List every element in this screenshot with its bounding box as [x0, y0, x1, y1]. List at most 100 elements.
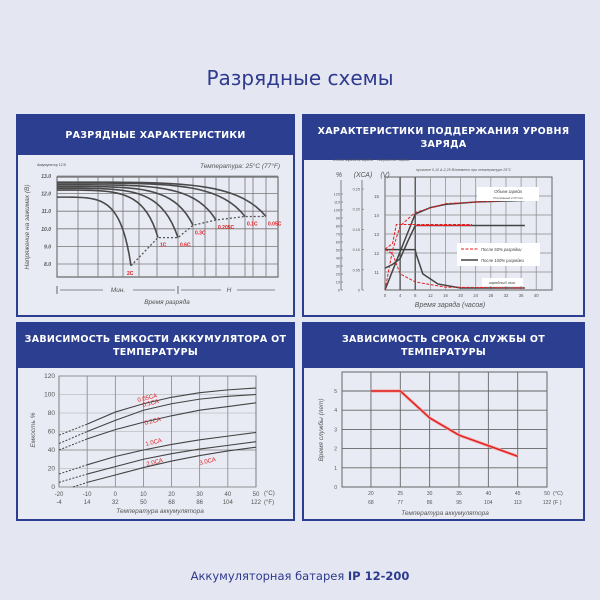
x-tick-label: 8 — [414, 293, 417, 298]
unit-fahrenheit: (F ) — [553, 500, 562, 506]
panel-capacity-temp: ЗАВИСИМОСТЬ ЕМКОСТИ АККУМУЛЯТОРА ОТ ТЕМП… — [16, 322, 295, 521]
y-tick-label: 120 — [44, 373, 55, 380]
x-tick-fahrenheit: 77 — [398, 500, 404, 506]
discharge-curve-1C — [56, 189, 159, 238]
unit-celsius: (°C) — [553, 491, 563, 497]
x-tick-celsius: 0 — [114, 492, 118, 498]
current-tick-label: 0.15 — [353, 228, 360, 232]
panel-title: ЗАВИСИМОСТЬ СРОКА СЛУЖБЫ ОТ ТЕМПЕРАТУРЫ — [304, 324, 583, 368]
x-tick-fahrenheit: -4 — [56, 500, 62, 506]
x-tick-fahrenheit: 104 — [484, 500, 493, 506]
series-label: 0.1CA — [142, 399, 160, 409]
x-tick-label: 36 — [519, 293, 524, 298]
current-tick-label: 0.10 — [353, 248, 360, 252]
y-tick-label: 1 — [334, 466, 337, 472]
x-tick-celsius: 50 — [544, 491, 550, 497]
x-tick-fahrenheit: 68 — [368, 500, 374, 506]
curve-label: 0.6C — [180, 243, 191, 249]
curve-label: 0.05C — [268, 221, 282, 227]
y-tick-label: 11.0 — [42, 209, 52, 215]
discharge-curve-0.6C — [56, 187, 179, 238]
voltage-tick-label: 14 — [374, 213, 380, 218]
x-tick-fahrenheit: 95 — [456, 500, 462, 506]
x-tick-celsius: 35 — [456, 491, 462, 497]
x-tick-celsius: 20 — [368, 491, 374, 497]
discharge-curve-0.205C — [56, 184, 217, 221]
percent-tick-label: 30 — [336, 265, 340, 269]
discharge-curve-0.1C — [56, 182, 246, 218]
x-tick-fahrenheit: 14 — [84, 500, 91, 506]
unit-celsius: (°C) — [264, 491, 275, 497]
x-tick-label: 32 — [504, 293, 509, 298]
axis-header-voltage: Напряжение заряда — [377, 158, 410, 162]
percent-tick-label: 10 — [336, 281, 340, 285]
percent-tick-label: 80 — [336, 225, 340, 229]
percent-tick-label: 120 — [334, 193, 340, 197]
series-line-dashed — [58, 423, 88, 436]
series-label: 1.0CA — [145, 438, 163, 448]
footer-prefix: Аккумуляторная батарея — [190, 569, 348, 583]
x-tick-fahrenheit: 86 — [196, 500, 203, 506]
x-segment-min: Мин. — [111, 287, 126, 294]
panel-title: ЗАВИСИМОСТЬ ЕМКОСТИ АККУМУЛЯТОРА ОТ ТЕМП… — [18, 324, 293, 368]
x-axis-label: Температура аккумулятора — [116, 508, 204, 515]
curve-label: 0.1C — [247, 221, 258, 227]
percent-tick-label: 110 — [334, 201, 340, 205]
plot-area — [384, 176, 553, 291]
y-tick-label: 4 — [334, 408, 337, 414]
x-tick-label: 0 — [384, 293, 387, 298]
x-tick-label: 24 — [473, 293, 478, 298]
footer-model: IP 12-200 — [347, 569, 410, 583]
series-label: 0.2CA — [144, 417, 162, 427]
x-tick-fahrenheit: 86 — [427, 500, 433, 506]
y-tick-label: 80 — [48, 410, 56, 417]
axis-header-volume: Объем заряда — [333, 158, 356, 162]
percent-tick-label: 20 — [336, 273, 340, 277]
discharge-curve-0.05C — [56, 181, 267, 218]
curve-label: 2C — [127, 271, 134, 277]
y-tick-label: 9.0 — [44, 244, 51, 250]
x-tick-celsius: 50 — [253, 492, 260, 498]
x-tick-label: 40 — [534, 293, 539, 298]
x-tick-label: 28 — [489, 293, 494, 298]
voltage-tick-label: 13 — [374, 232, 380, 237]
series-volume — [384, 199, 525, 291]
curve-label: 0.3C — [195, 230, 206, 236]
volume-label-box — [477, 187, 539, 201]
x-axis-label: Время заряда (часов) — [415, 301, 485, 309]
x-tick-celsius: 30 — [196, 492, 203, 498]
y-tick-label: 12.0 — [41, 192, 51, 198]
series-glow — [370, 389, 519, 458]
temperature-note: Температура: 25°С (77°F) — [200, 162, 280, 170]
legend-label: После 50% разрядки — [481, 247, 522, 252]
chart-subtitle: пусковое 0,10 А-2,25 В/элемент при темпе… — [416, 168, 512, 172]
discharge-curve-2C — [56, 196, 132, 266]
page-title: Разрядные схемы — [206, 66, 394, 90]
percent-tick-label: 90 — [336, 217, 340, 221]
x-tick-label: 4 — [399, 293, 402, 298]
percent-tick-label: 100 — [334, 209, 340, 213]
y-tick-label: 3 — [334, 427, 337, 433]
y-tick-label: 5 — [334, 389, 337, 395]
y-tick-label: 40 — [48, 447, 56, 454]
percent-tick-label: 0 — [338, 289, 340, 293]
y-tick-label: 20 — [48, 466, 56, 473]
battery-label: Аккумулятор 12 В — [37, 163, 66, 167]
panel-charge: ХАРАКТЕРИСТИКИ ПОДДЕРЖАНИЯ УРОВНЯ ЗАРЯДА — [302, 114, 585, 317]
series-voltage — [384, 224, 472, 250]
series-line-dashed — [58, 438, 88, 451]
y-axis-label: Напряжение на зажимах (В) — [24, 185, 31, 270]
y-tick-label: 10.0 — [41, 227, 51, 233]
voltage-tick-label: 15 — [374, 194, 380, 199]
x-tick-label: 16 — [443, 293, 448, 298]
x-tick-celsius: 30 — [427, 491, 433, 497]
y-tick-label: 8.0 — [44, 262, 51, 268]
x-tick-fahrenheit: 32 — [112, 500, 119, 506]
volume-label: Объем заряда — [494, 189, 522, 194]
panel-title: РАЗРЯДНЫЕ ХАРАКТЕРИСТИКИ — [18, 116, 293, 155]
y-axis-label: Время службы (лет) — [317, 398, 325, 461]
y-tick-label: 0 — [51, 484, 55, 491]
service-life-line — [370, 390, 518, 457]
x-tick-celsius: 25 — [398, 491, 404, 497]
